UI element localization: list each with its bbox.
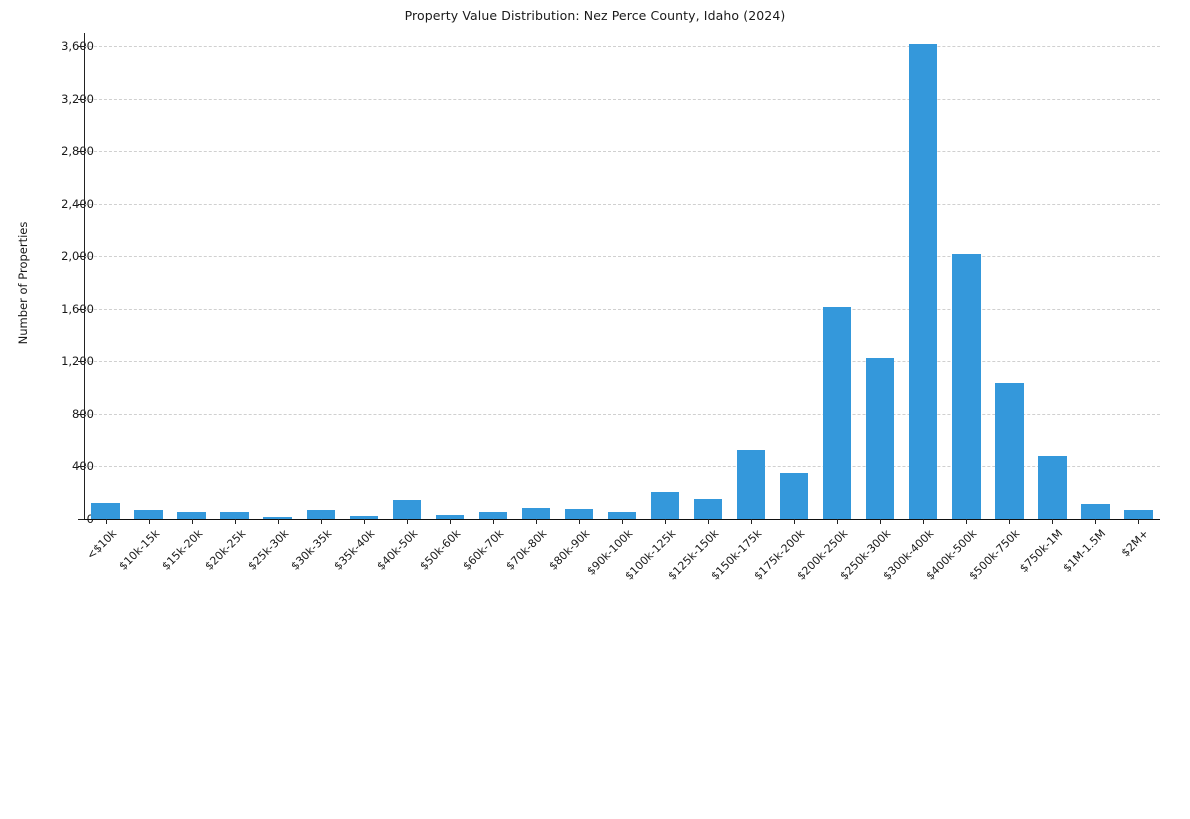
- bar[interactable]: [779, 473, 809, 519]
- bar[interactable]: [435, 514, 465, 519]
- bar[interactable]: [736, 450, 766, 519]
- bar[interactable]: [220, 511, 249, 519]
- bar[interactable]: [564, 508, 594, 519]
- bar[interactable]: [478, 511, 508, 519]
- x-tick-mark: [880, 519, 882, 524]
- x-tick-mark: [966, 519, 968, 524]
- gridline: [84, 46, 1160, 48]
- x-tick-mark: [148, 519, 150, 524]
- bar[interactable]: [952, 254, 981, 519]
- y-axis-label: Number of Properties: [16, 221, 30, 345]
- bar[interactable]: [1038, 455, 1067, 519]
- bar[interactable]: [177, 511, 206, 519]
- bar[interactable]: [134, 510, 163, 519]
- gridline: [84, 256, 1160, 258]
- x-tick-mark: [923, 519, 925, 524]
- x-tick-mark: [105, 519, 107, 524]
- y-tick-label: 2,400: [61, 196, 94, 211]
- y-tick-mark: [78, 519, 84, 520]
- y-tick-label: 1,600: [61, 301, 94, 316]
- bar[interactable]: [306, 509, 335, 519]
- x-tick-label: $2M+: [1119, 527, 1152, 560]
- y-axis-line: [84, 33, 85, 519]
- x-tick-mark: [751, 519, 753, 524]
- y-tick-label: 2,800: [61, 144, 94, 159]
- x-tick-mark: [578, 519, 580, 524]
- x-tick-mark: [665, 519, 667, 524]
- y-tick-mark: [78, 98, 84, 100]
- y-tick-label: 1,200: [61, 354, 94, 369]
- bar[interactable]: [1124, 509, 1153, 519]
- chart-figure: Property Value Distribution: Nez Perce C…: [16, 8, 1160, 583]
- x-tick-label: $500k-750k: [966, 527, 1023, 583]
- x-tick-mark: [1009, 519, 1011, 524]
- bar[interactable]: [91, 502, 120, 519]
- x-tick-mark: [794, 519, 796, 524]
- bar[interactable]: [263, 516, 292, 519]
- y-tick-mark: [78, 46, 84, 48]
- bar[interactable]: [693, 499, 723, 519]
- x-tick-mark: [406, 519, 408, 524]
- bar[interactable]: [909, 44, 938, 519]
- y-tick-mark: [78, 466, 84, 468]
- bar[interactable]: [349, 516, 378, 519]
- y-tick-label: 3,600: [61, 39, 94, 54]
- gridline: [84, 361, 1160, 363]
- gridline: [84, 466, 1160, 468]
- bar[interactable]: [392, 499, 421, 519]
- bar[interactable]: [995, 383, 1024, 519]
- gridline: [84, 308, 1160, 310]
- x-tick-mark: [708, 519, 710, 524]
- gridline: [84, 98, 1160, 100]
- x-tick-mark: [191, 519, 193, 524]
- y-tick-mark: [78, 203, 84, 205]
- gridlines: [84, 33, 1160, 519]
- y-tick-label: 2,000: [61, 249, 94, 264]
- y-tick-mark: [78, 413, 84, 415]
- gridline: [84, 413, 1160, 415]
- x-tick-mark: [320, 519, 322, 524]
- y-tick-label: 3,200: [61, 91, 94, 106]
- bar[interactable]: [650, 491, 680, 519]
- x-tick-mark: [363, 519, 365, 524]
- x-tick-mark: [622, 519, 623, 524]
- plot-area: [84, 33, 1160, 519]
- x-tick-mark: [535, 519, 537, 524]
- x-tick-mark: [277, 519, 279, 524]
- x-tick-mark: [1095, 519, 1097, 524]
- y-tick-mark: [78, 256, 84, 258]
- chart-title: Property Value Distribution: Nez Perce C…: [404, 8, 786, 23]
- bar[interactable]: [1081, 503, 1110, 519]
- x-tick-mark: [449, 519, 451, 524]
- bar[interactable]: [822, 307, 852, 519]
- gridline: [84, 203, 1160, 205]
- y-tick-mark: [78, 151, 84, 153]
- x-tick-mark: [234, 519, 236, 524]
- x-tick-mark: [1138, 519, 1140, 524]
- x-tick-label: $1M-1.5M: [1060, 527, 1109, 575]
- y-tick-mark: [78, 308, 84, 310]
- x-tick-label: $400k-500k: [923, 527, 980, 583]
- x-tick-mark: [1052, 519, 1054, 524]
- gridline: [84, 151, 1160, 153]
- x-tick-mark: [837, 519, 839, 524]
- bar[interactable]: [521, 507, 551, 519]
- x-tick-mark: [492, 519, 494, 524]
- y-tick-mark: [78, 361, 84, 363]
- x-tick-label: $750k-1M: [1017, 527, 1066, 575]
- bar[interactable]: [607, 511, 637, 519]
- bar[interactable]: [866, 358, 895, 519]
